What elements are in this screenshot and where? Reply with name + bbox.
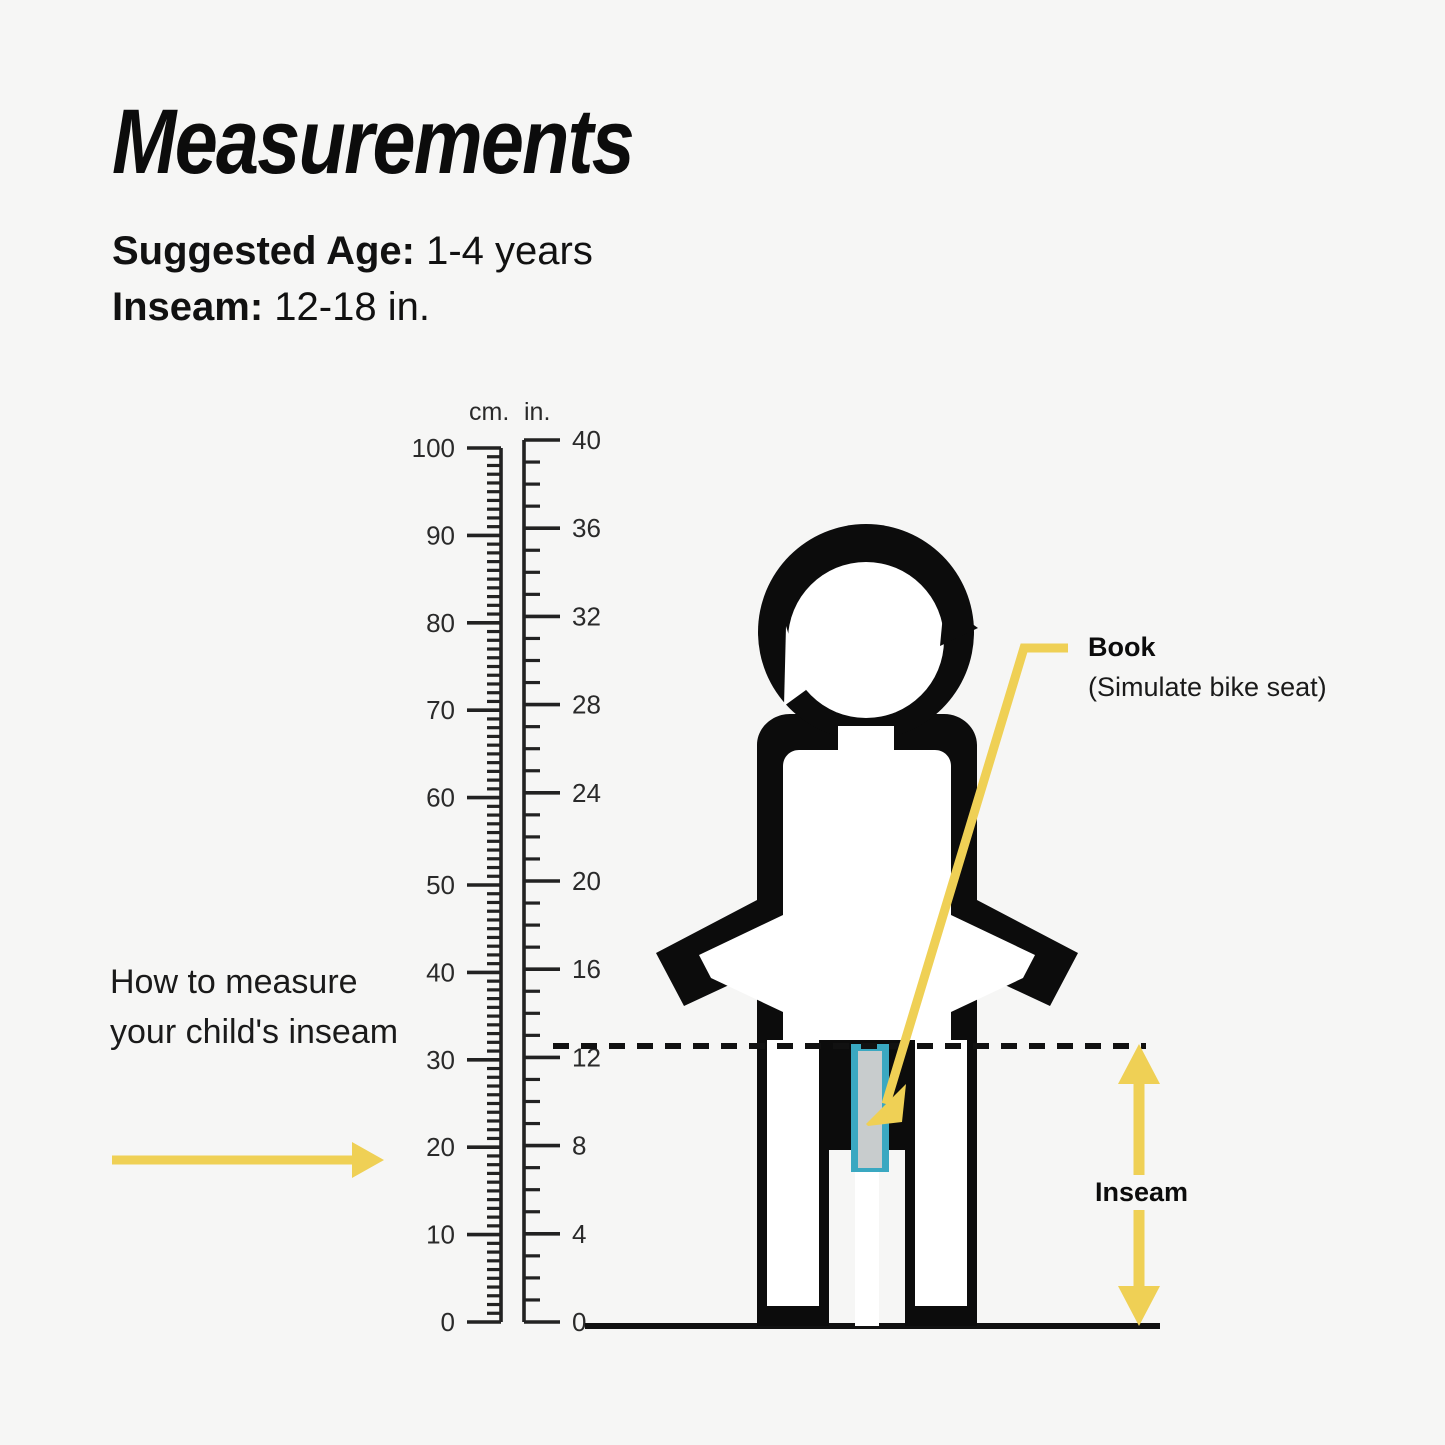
ruler-in-tick-label: 16	[572, 954, 601, 984]
spec-inseam: Inseam: 12-18 in.	[112, 284, 430, 330]
spec-suggested-age: Suggested Age: 1-4 years	[112, 228, 593, 274]
right-arrow-icon	[112, 1142, 384, 1178]
ruler-cm-tick-label: 30	[426, 1045, 455, 1075]
ruler-in-tick-label: 36	[572, 513, 601, 543]
spec-suggested-age-value: 1-4 years	[415, 229, 593, 273]
ruler-cm-tick-label: 50	[426, 870, 455, 900]
ruler-cm-tick-label: 10	[426, 1220, 455, 1250]
ruler-cm-tick-label: 40	[426, 957, 455, 987]
leader-line-arrow-icon	[866, 643, 1068, 1126]
ruler-in-tick-label: 4	[572, 1219, 586, 1249]
ruler-cm-tick-label: 60	[426, 783, 455, 813]
inseam-annotation-label: Inseam	[1091, 1175, 1193, 1210]
spec-inseam-key: Inseam:	[112, 285, 264, 329]
ruler-in-tick-label: 40	[572, 425, 601, 455]
ruler-in-tick-label: 0	[572, 1307, 586, 1337]
ruler-in-tick-label: 28	[572, 690, 601, 720]
ruler-in-ticks	[524, 438, 560, 1324]
ruler-cm-tick-label: 70	[426, 695, 455, 725]
howto-caption: How to measure your child's inseam	[110, 963, 399, 1051]
ruler-cm-tick-label: 80	[426, 608, 455, 638]
ruler-cm-tick-label: 20	[426, 1132, 455, 1162]
ruler-cm-tick-label: 90	[426, 520, 455, 550]
book-annotation-label: Book	[1088, 632, 1156, 662]
ruler-in-tick-label: 24	[572, 778, 601, 808]
page-title: Measurements	[112, 91, 635, 193]
ruler-in-tick-label: 32	[572, 601, 601, 631]
ruler-cm-tick-label: 100	[412, 433, 455, 463]
ruler-in-tick-label: 20	[572, 866, 601, 896]
ruler-unit-caption-in: in.	[524, 398, 551, 426]
book-annotation-sublabel: (Simulate bike seat)	[1088, 672, 1327, 702]
child-silhouette	[656, 524, 1078, 1326]
spec-inseam-value: 12-18 in.	[263, 285, 430, 329]
spec-suggested-age-key: Suggested Age:	[112, 229, 415, 273]
ruler-cm-ticks	[467, 446, 501, 1324]
ruler-unit-caption-cm: cm.	[469, 398, 510, 426]
ruler-in-tick-label: 8	[572, 1131, 586, 1161]
ruler-cm-tick-label: 0	[441, 1307, 455, 1337]
